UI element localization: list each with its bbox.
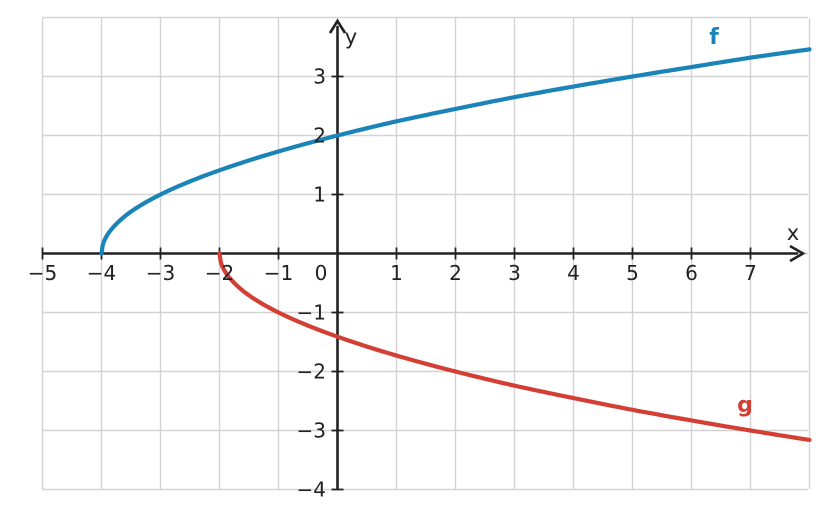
origin-label: 0	[315, 261, 328, 285]
curve-label-f: f	[709, 25, 719, 50]
x-tick-label: 5	[626, 261, 639, 285]
x-axis-label: x	[787, 221, 799, 245]
y-axis-arrow-icon	[328, 18, 347, 34]
x-tick-label: 4	[567, 261, 580, 285]
y-tick-label: −4	[297, 478, 326, 502]
x-tick-label: 7	[744, 261, 757, 285]
x-tick-label: 2	[449, 261, 462, 285]
curves	[99, 47, 812, 443]
x-tick-label: 1	[390, 261, 403, 285]
x-tick-label: 3	[508, 261, 521, 285]
axes	[42, 18, 806, 490]
y-tick-label: 3	[313, 65, 326, 89]
y-tick-label: −3	[297, 419, 326, 443]
curve-f	[99, 47, 812, 256]
x-tick-label: −4	[87, 261, 116, 285]
x-tick-label: −5	[28, 261, 57, 285]
x-tick-label: −1	[264, 261, 293, 285]
y-tick-label: 1	[313, 183, 326, 207]
y-axis-label: y	[345, 25, 357, 49]
x-axis-arrow-icon	[789, 244, 806, 263]
curve-label-g: g	[737, 393, 753, 418]
y-tick-label: −2	[297, 360, 326, 384]
y-tick-label: 2	[313, 124, 326, 148]
x-tick-label: 6	[685, 261, 698, 285]
labels: x y −5 −4 −3 −2 −1 1 2 3 4 5 6 7 0 −4 −3 −2 −1 1 2 3 f g	[28, 25, 799, 502]
x-tick-label: −2	[205, 261, 234, 285]
x-tick-label: −3	[146, 261, 175, 285]
curve-g	[217, 251, 812, 443]
y-tick-label: −1	[297, 301, 326, 325]
